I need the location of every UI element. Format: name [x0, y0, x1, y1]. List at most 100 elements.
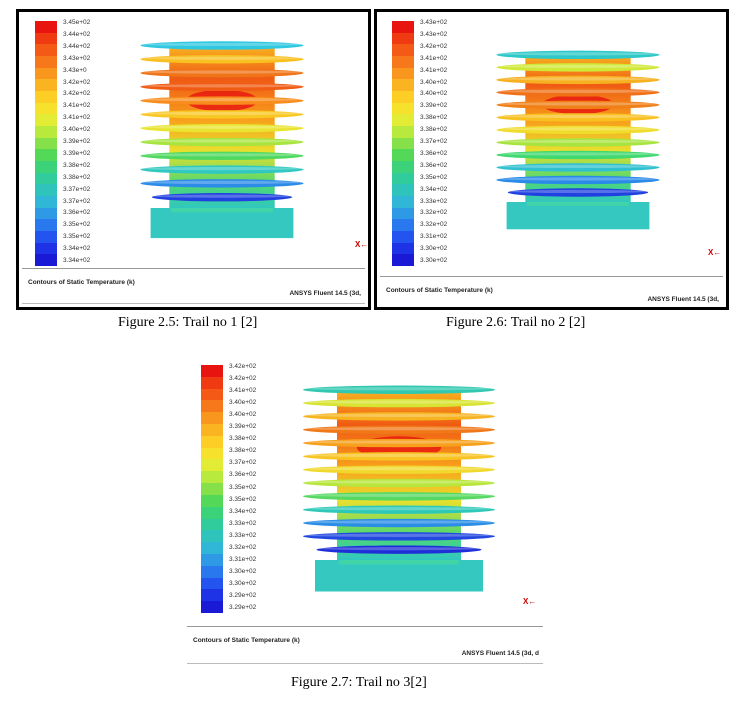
- colorbar-swatch: [35, 44, 57, 57]
- colorbar-swatch: [201, 565, 223, 579]
- colorbar-swatch: [392, 91, 414, 104]
- fin-highlight: [498, 77, 658, 81]
- colorbar-swatch: [35, 114, 57, 127]
- fin-highlight: [498, 127, 658, 131]
- colorbar-swatch: [35, 149, 57, 162]
- colorbar-swatch: [35, 102, 57, 115]
- colorbar-tick-label: 3.41e+02: [63, 114, 91, 122]
- colorbar-tick-label: 3.39e+02: [229, 423, 257, 431]
- fin-highlight: [498, 177, 658, 181]
- colorbar-swatch: [35, 242, 57, 255]
- fin-highlight: [498, 102, 658, 106]
- fin-highlight: [304, 533, 494, 537]
- heatsink-model: [140, 41, 304, 239]
- fin-highlight: [498, 164, 658, 169]
- footer-version: ANSYS Fluent 14.5 (3d,: [289, 290, 361, 297]
- fin-highlight: [142, 139, 302, 143]
- colorbar-tick-label: 3.38e+02: [420, 126, 448, 134]
- fin-highlight: [304, 467, 494, 471]
- cooling-fin: [303, 478, 495, 488]
- colorbar-tick-label: 3.40e+02: [420, 90, 448, 98]
- colorbar-swatch: [35, 126, 57, 139]
- cooling-fin: [496, 150, 660, 160]
- colorbar-swatch: [201, 542, 223, 555]
- figure-caption: Figure 2.6: Trail no 2 [2]: [446, 315, 586, 330]
- colorbar-tick-label: 3.30e+02: [420, 257, 448, 264]
- colorbar-tick-label: 3.39e+02: [420, 102, 448, 110]
- status-footer: Contours of Static Temperature (k) ANSYS…: [380, 276, 723, 307]
- colorbar-swatch: [201, 388, 223, 401]
- fin-highlight: [498, 114, 658, 119]
- colorbar-tick-label: 3.31e+02: [420, 233, 448, 241]
- colorbar-swatch: [201, 589, 223, 602]
- colorbar-tick-label: 3.44e+02: [63, 30, 91, 38]
- cooling-fin: [140, 55, 304, 64]
- figure-panel-trail-3: 3.42e+02 3.42e+02 3.41e+02 3.40e+02 3.40e+02…: [187, 360, 559, 666]
- colorbar-swatch: [35, 56, 57, 69]
- colorbar-swatch: [201, 483, 223, 496]
- colorbar-swatch: [35, 207, 57, 220]
- colorbar-tick-label: 3.36e+02: [420, 161, 448, 169]
- colorbar-tick-label: 3.41e+02: [63, 102, 91, 110]
- fin-highlight: [498, 152, 658, 156]
- colorbar-swatch: [35, 196, 57, 209]
- colorbar-tick-label: 3.43e+02: [420, 19, 448, 26]
- colorbar-swatch: [392, 242, 414, 255]
- axis-label: X: [708, 248, 714, 257]
- footer-title: Contours of Static Temperature (k): [193, 637, 300, 644]
- colorbar-tick-label: 3.32e+02: [420, 221, 448, 229]
- colorbar-swatch: [201, 459, 223, 472]
- colorbar-swatch: [392, 67, 414, 80]
- cooling-fin: [496, 75, 660, 85]
- colorbar-tick-label: 3.43e+02: [420, 30, 448, 38]
- colorbar-tick-label: 3.30e+02: [229, 579, 257, 587]
- axis-label: X: [355, 240, 361, 249]
- colorbar-swatch: [392, 207, 414, 220]
- fin-highlight: [142, 84, 302, 88]
- colorbar-tick-label: 3.45e+02: [63, 19, 91, 26]
- colorbar-tick-label: 3.44e+02: [63, 42, 91, 50]
- footer-title: Contours of Static Temperature (k): [386, 287, 493, 294]
- colorbar-swatch: [35, 161, 57, 174]
- colorbar-swatch: [35, 254, 57, 267]
- colorbar-tick-label: 3.31e+02: [229, 555, 257, 563]
- colorbar-tick-label: 3.35e+02: [63, 233, 91, 241]
- fin-highlight: [142, 42, 302, 47]
- fin-highlight: [304, 413, 494, 418]
- cooling-fin: [507, 188, 649, 197]
- colorbar-swatch: [392, 231, 414, 244]
- colorbar-swatch: [35, 172, 57, 185]
- colorbar-tick-label: 3.40e+02: [229, 399, 257, 407]
- colorbar-swatch: [392, 102, 414, 115]
- cooling-fin: [140, 82, 304, 92]
- cooling-fin: [496, 175, 660, 185]
- colorbar-swatch: [35, 91, 57, 104]
- colorbar-legend: 3.42e+02 3.42e+02 3.41e+02 3.40e+02 3.40e+02…: [201, 363, 291, 614]
- cooling-fin: [140, 151, 304, 161]
- cooling-fin: [303, 385, 495, 394]
- cooling-fin: [303, 532, 495, 541]
- colorbar-swatch: [201, 518, 223, 531]
- colorbar-tick-label: 3.32e+02: [420, 209, 448, 217]
- cooling-fin: [303, 505, 495, 514]
- cooling-fin: [496, 63, 660, 72]
- axis-triad: X←: [523, 597, 537, 606]
- heatsink-model: [303, 385, 495, 592]
- colorbar-swatch: [201, 447, 223, 460]
- colorbar-swatch: [392, 44, 414, 57]
- colorbar-tick-label: 3.38e+02: [229, 435, 257, 443]
- colorbar-tick-label: 3.42e+02: [63, 78, 91, 86]
- figure-caption: Figure 2.5: Trail no 1 [2]: [118, 315, 258, 330]
- colorbar-tick-label: 3.32e+02: [229, 543, 257, 551]
- colorbar-swatch: [201, 471, 223, 484]
- fin-highlight: [509, 189, 647, 194]
- fin-highlight: [142, 180, 302, 185]
- cooling-fin: [140, 68, 304, 78]
- colorbar-tick-label: 3.34e+02: [229, 507, 257, 515]
- fin-highlight: [304, 427, 494, 431]
- colorbar-tick-label: 3.41e+02: [229, 387, 257, 395]
- status-footer: Contours of Static Temperature (k) ANSYS…: [187, 626, 543, 664]
- colorbar-tick-label: 3.41e+02: [420, 54, 448, 62]
- cooling-fin: [303, 425, 495, 434]
- fin-highlight: [498, 52, 658, 56]
